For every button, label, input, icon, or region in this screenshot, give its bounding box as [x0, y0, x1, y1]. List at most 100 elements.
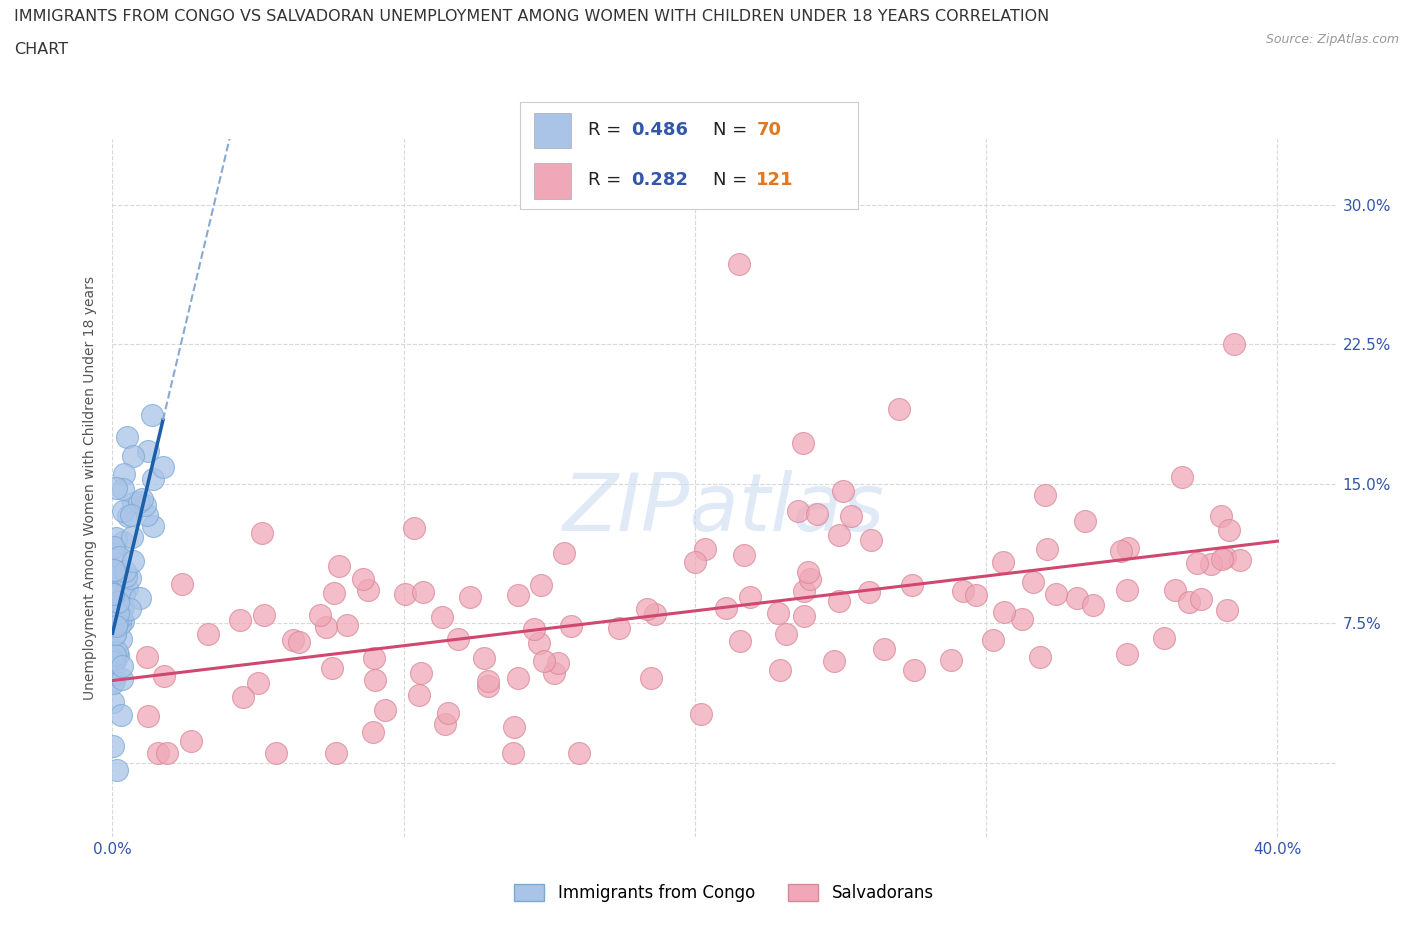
Point	[823, 654, 845, 669]
FancyBboxPatch shape	[534, 164, 571, 199]
Point	[458, 589, 481, 604]
Point	[903, 663, 925, 678]
Point	[111, 600, 134, 615]
Point	[118, 602, 141, 617]
Point	[1218, 523, 1240, 538]
Point	[529, 578, 551, 592]
Point	[135, 650, 157, 665]
Point	[1045, 587, 1067, 602]
Point	[110, 708, 132, 723]
Point	[543, 666, 565, 681]
Point	[197, 627, 219, 642]
Point	[288, 634, 311, 649]
Point	[981, 632, 1004, 647]
Point	[253, 607, 276, 622]
Point	[328, 559, 350, 574]
Text: R =: R =	[588, 171, 627, 190]
Point	[101, 739, 124, 754]
Point	[321, 660, 343, 675]
Point	[728, 633, 751, 648]
Point	[887, 402, 910, 417]
Point	[859, 533, 882, 548]
Point	[104, 602, 127, 617]
Point	[394, 587, 416, 602]
Point	[873, 642, 896, 657]
Point	[553, 545, 575, 560]
Point	[131, 492, 153, 507]
Point	[793, 584, 815, 599]
Text: Source: ZipAtlas.com: Source: ZipAtlas.com	[1265, 33, 1399, 46]
Point	[693, 541, 716, 556]
Point	[799, 572, 821, 587]
Point	[122, 553, 145, 568]
Point	[409, 665, 432, 680]
Text: 0.486: 0.486	[631, 121, 689, 140]
Point	[939, 653, 962, 668]
Point	[129, 591, 152, 605]
Point	[477, 679, 499, 694]
Point	[1201, 557, 1223, 572]
Text: 0.282: 0.282	[631, 171, 689, 190]
Point	[281, 632, 304, 647]
Point	[1109, 544, 1132, 559]
Point	[136, 444, 159, 458]
Point	[523, 621, 546, 636]
Point	[103, 539, 125, 554]
Point	[108, 585, 131, 600]
Point	[357, 583, 380, 598]
Point	[363, 650, 385, 665]
Point	[832, 484, 855, 498]
Point	[141, 407, 163, 422]
Point	[1178, 594, 1201, 609]
Point	[114, 564, 136, 578]
Point	[792, 435, 814, 450]
Point	[364, 672, 387, 687]
Point	[315, 619, 337, 634]
Point	[115, 580, 138, 595]
Point	[1153, 631, 1175, 645]
Point	[111, 672, 134, 687]
Point	[103, 672, 125, 687]
Text: IMMIGRANTS FROM CONGO VS SALVADORAN UNEMPLOYMENT AMONG WOMEN WITH CHILDREN UNDER: IMMIGRANTS FROM CONGO VS SALVADORAN UNEM…	[14, 9, 1049, 24]
Point	[793, 609, 815, 624]
Point	[374, 702, 396, 717]
Point	[103, 615, 125, 630]
Point	[1022, 575, 1045, 590]
Point	[714, 600, 737, 615]
Point	[1209, 509, 1232, 524]
Point	[120, 508, 142, 523]
Text: N =: N =	[713, 121, 752, 140]
Point	[1011, 611, 1033, 626]
Point	[733, 548, 755, 563]
Text: 70: 70	[756, 121, 782, 140]
Point	[437, 705, 460, 720]
Point	[105, 763, 128, 777]
Point	[112, 503, 135, 518]
Point	[103, 586, 125, 601]
Point	[447, 631, 470, 646]
Point	[952, 583, 974, 598]
Point	[1116, 647, 1139, 662]
Point	[170, 577, 193, 591]
Text: 121: 121	[756, 171, 794, 190]
Point	[110, 617, 132, 631]
Point	[1185, 555, 1208, 570]
Point	[121, 530, 143, 545]
Point	[107, 594, 129, 609]
Point	[1116, 540, 1139, 555]
Point	[128, 495, 150, 510]
Point	[472, 651, 495, 666]
Point	[104, 647, 127, 662]
Point	[828, 527, 851, 542]
Point	[105, 644, 128, 659]
Point	[112, 613, 135, 628]
Point	[103, 667, 125, 682]
Point	[110, 658, 132, 673]
Point	[108, 598, 131, 613]
Point	[766, 605, 789, 620]
Point	[560, 618, 582, 633]
Point	[104, 567, 127, 582]
Point	[180, 734, 202, 749]
Point	[134, 498, 156, 512]
Point	[105, 619, 128, 634]
